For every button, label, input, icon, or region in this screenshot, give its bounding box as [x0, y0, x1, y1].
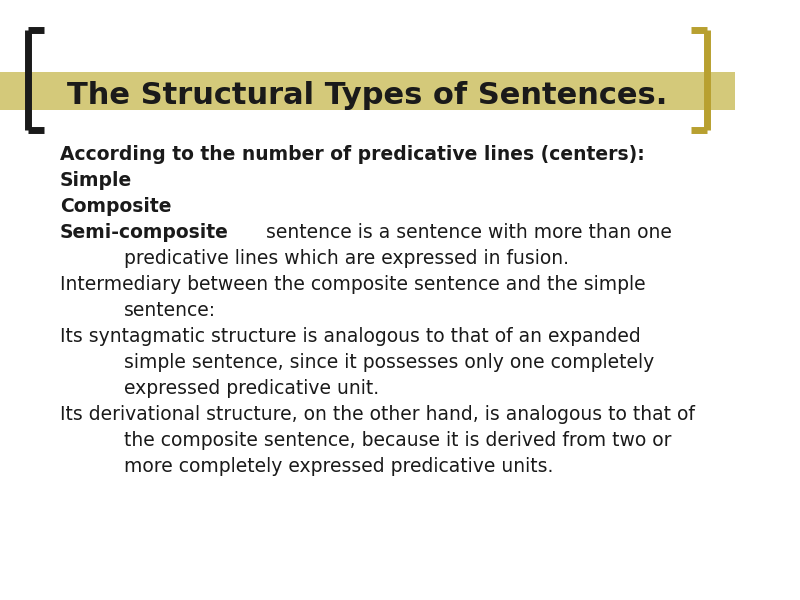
Text: sentence:: sentence: — [124, 301, 216, 320]
Text: predicative lines which are expressed in fusion.: predicative lines which are expressed in… — [124, 250, 569, 269]
FancyBboxPatch shape — [0, 72, 734, 110]
Text: Composite: Composite — [60, 197, 171, 217]
Text: simple sentence, since it possesses only one completely: simple sentence, since it possesses only… — [124, 353, 654, 373]
Text: Its derivational structure, on the other hand, is analogous to that of: Its derivational structure, on the other… — [60, 406, 694, 425]
Text: sentence is a sentence with more than one: sentence is a sentence with more than on… — [260, 223, 672, 242]
Text: Simple: Simple — [60, 172, 132, 191]
Text: Its syntagmatic structure is analogous to that of an expanded: Its syntagmatic structure is analogous t… — [60, 328, 641, 346]
Text: more completely expressed predicative units.: more completely expressed predicative un… — [124, 457, 554, 476]
Text: Intermediary between the composite sentence and the simple: Intermediary between the composite sente… — [60, 275, 646, 295]
Text: expressed predicative unit.: expressed predicative unit. — [124, 379, 379, 398]
Text: The Structural Types of Sentences.: The Structural Types of Sentences. — [67, 82, 667, 110]
Text: Semi-composite: Semi-composite — [60, 223, 229, 242]
Text: the composite sentence, because it is derived from two or: the composite sentence, because it is de… — [124, 431, 671, 451]
Text: According to the number of predicative lines (centers):: According to the number of predicative l… — [60, 145, 645, 164]
